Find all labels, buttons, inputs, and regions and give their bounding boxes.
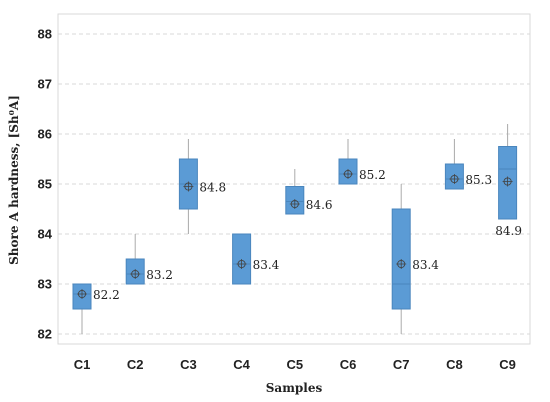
data-label-C8: 85.3 bbox=[465, 173, 492, 187]
box-C9: 84.9 bbox=[495, 124, 522, 238]
box-C5: 84.6 bbox=[285, 169, 333, 215]
y-tick-label-84: 84 bbox=[38, 227, 53, 242]
x-tick-label-C3: C3 bbox=[180, 357, 197, 372]
boxes: 82.2 83.2 84.8 83.4 84.6 85.2 83.4 85.3 84.9 bbox=[72, 124, 522, 334]
y-axis-title: Shore A hardness, [Sh⁰A] bbox=[7, 95, 21, 265]
y-tick-label-86: 86 bbox=[38, 127, 52, 142]
data-label-C7: 83.4 bbox=[412, 258, 439, 272]
box-C3: 84.8 bbox=[178, 139, 226, 234]
box-C6: 85.2 bbox=[338, 139, 386, 185]
x-tick-label-C7: C7 bbox=[393, 357, 410, 372]
y-tick-label-87: 87 bbox=[38, 77, 52, 92]
x-tick-label-C8: C8 bbox=[446, 357, 463, 372]
y-tick-label-85: 85 bbox=[38, 177, 52, 192]
data-label-C5: 84.6 bbox=[306, 198, 333, 212]
data-label-C9: 84.9 bbox=[495, 224, 522, 238]
y-tick-label-82: 82 bbox=[38, 327, 52, 342]
x-tick-label-C4: C4 bbox=[233, 357, 250, 372]
box-C4: 83.4 bbox=[232, 233, 280, 285]
x-tick-label-C6: C6 bbox=[340, 357, 357, 372]
x-axis-title: Samples bbox=[266, 381, 323, 395]
y-tick-label-83: 83 bbox=[38, 277, 52, 292]
x-tick-label-C1: C1 bbox=[74, 357, 91, 372]
y-axis-ticks: 82 83 84 85 86 87 88 bbox=[38, 27, 53, 342]
box-C1: 82.2 bbox=[72, 283, 120, 334]
data-label-C4: 83.4 bbox=[253, 258, 280, 272]
x-tick-label-C5: C5 bbox=[286, 357, 303, 372]
y-tick-label-88: 88 bbox=[38, 27, 52, 42]
x-tick-label-C2: C2 bbox=[127, 357, 144, 372]
box-C2: 83.2 bbox=[125, 234, 173, 285]
data-label-C1: 82.2 bbox=[93, 288, 120, 302]
data-label-C2: 83.2 bbox=[146, 268, 173, 282]
box-C7: 83.4 bbox=[391, 184, 439, 334]
data-label-C3: 84.8 bbox=[199, 181, 226, 195]
x-tick-label-C9: C9 bbox=[499, 357, 516, 372]
data-label-C6: 85.2 bbox=[359, 168, 386, 182]
box-C8: 85.3 bbox=[444, 139, 492, 190]
x-axis-ticks: C1 C2 C3 C4 C5 C6 C7 C8 C9 bbox=[74, 357, 516, 372]
